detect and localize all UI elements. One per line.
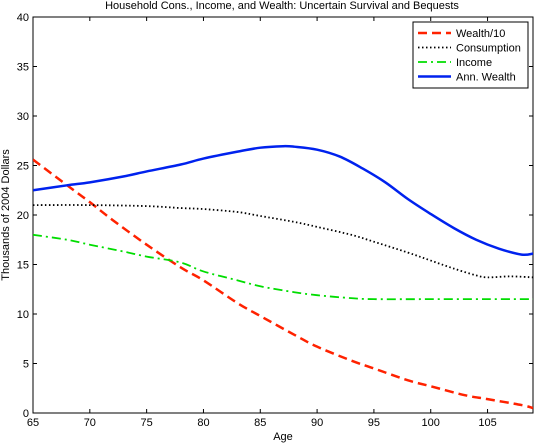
- x-tick-label: 95: [368, 417, 380, 429]
- series-line-ann-wealth: [33, 144, 533, 257]
- series-line-consumption: [33, 204, 533, 279]
- y-tick-label: 15: [17, 260, 29, 272]
- legend-item: Income: [418, 57, 492, 69]
- y-tick-label: 0: [23, 408, 29, 420]
- legend: Wealth/10 Consumption Income Ann. Wealth: [412, 21, 529, 89]
- y-tick-label: 10: [17, 309, 29, 321]
- x-tick-label: 90: [311, 417, 323, 429]
- x-tick-label: 65: [27, 417, 39, 429]
- y-tick-label: 35: [17, 62, 29, 74]
- x-tick-label: 80: [197, 417, 209, 429]
- y-tick-label: 40: [17, 12, 29, 24]
- chart-title: Household Cons., Income, and Wealth: Unc…: [105, 0, 459, 12]
- x-tick-label: 105: [478, 417, 496, 429]
- series-line-wealth-10: [33, 158, 533, 410]
- legend-label: Income: [456, 57, 492, 69]
- x-tick-label: 100: [422, 417, 440, 429]
- series-line-income: [33, 233, 533, 301]
- y-tick-label: 25: [17, 161, 29, 173]
- series-layer: [33, 144, 533, 410]
- legend-item: Wealth/10: [418, 28, 505, 40]
- x-axis-label: Age: [273, 431, 293, 443]
- x-tick-label: 75: [141, 417, 153, 429]
- y-tick-label: 20: [17, 210, 29, 222]
- x-tick-label: 70: [84, 417, 96, 429]
- y-axis-label: Thousands of 2004 Dollars: [0, 149, 12, 281]
- legend-item: Consumption: [418, 43, 521, 55]
- legend-label: Ann. Wealth: [456, 72, 516, 84]
- y-tick-label: 30: [17, 111, 29, 123]
- legend-label: Consumption: [456, 43, 521, 55]
- y-tick-label: 5: [23, 359, 29, 371]
- x-tick-label: 85: [254, 417, 266, 429]
- ticks-layer: 65 70 75 80 85 90 95 100 105 0 5 10 15 20 25 30 35 40: [17, 12, 533, 429]
- legend-item: Ann. Wealth: [418, 72, 516, 84]
- legend-label: Wealth/10: [456, 28, 505, 40]
